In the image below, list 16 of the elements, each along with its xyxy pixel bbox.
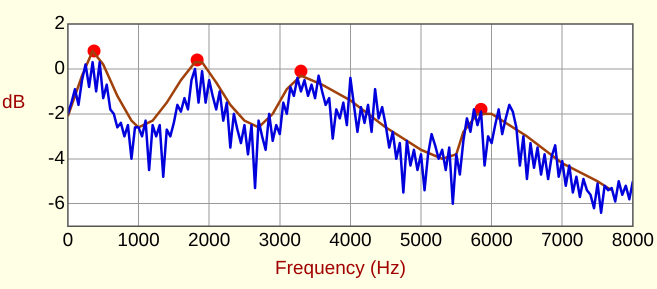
x-tick-label: 8000 [612, 230, 654, 251]
x-tick-label: 3000 [258, 230, 301, 251]
x-tick-label: 5000 [400, 230, 442, 251]
y-tick-label: 0 [54, 58, 65, 80]
y-tick-label: -6 [48, 192, 65, 214]
point [294, 64, 308, 78]
x-tick-label: 2000 [188, 230, 230, 251]
y-tick-label: -2 [48, 103, 65, 124]
y-tick-label: -4 [48, 148, 66, 170]
x-axis-title: Frequency (Hz) [275, 258, 406, 280]
x-tick-label: 1000 [117, 230, 160, 251]
x-tick-label: 6000 [470, 230, 513, 251]
x-tick-label: 4000 [329, 230, 372, 251]
x-tick-label: 7000 [541, 230, 584, 251]
y-axis-title: dB [2, 92, 26, 114]
y-tick-label: 2 [54, 13, 65, 34]
